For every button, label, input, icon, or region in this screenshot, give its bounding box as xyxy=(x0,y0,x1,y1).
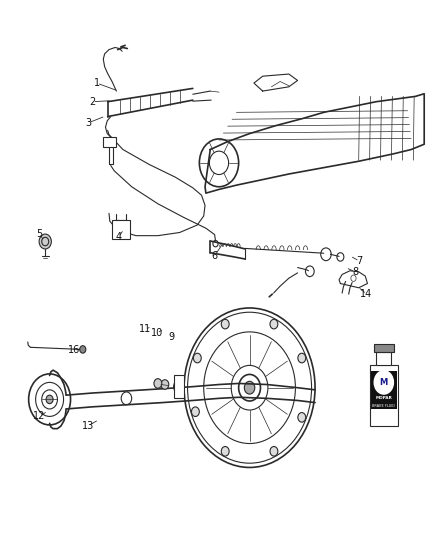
Text: 8: 8 xyxy=(352,267,358,277)
Text: BRAKE FLUID: BRAKE FLUID xyxy=(372,404,396,408)
Circle shape xyxy=(221,319,229,329)
Text: M: M xyxy=(380,378,388,387)
Text: 16: 16 xyxy=(68,345,80,356)
Bar xyxy=(173,375,184,398)
Text: 10: 10 xyxy=(151,328,163,338)
Bar xyxy=(103,137,116,148)
Circle shape xyxy=(298,413,306,422)
Bar xyxy=(112,220,131,239)
Text: 6: 6 xyxy=(212,251,218,261)
Text: 2: 2 xyxy=(89,96,95,107)
Circle shape xyxy=(298,353,306,363)
Circle shape xyxy=(244,381,255,394)
Circle shape xyxy=(39,234,51,249)
Circle shape xyxy=(194,353,201,363)
Bar xyxy=(376,352,392,365)
Circle shape xyxy=(154,378,162,388)
Bar xyxy=(371,370,397,409)
Text: 5: 5 xyxy=(36,229,42,239)
Circle shape xyxy=(270,447,278,456)
Circle shape xyxy=(374,370,393,394)
Circle shape xyxy=(46,395,53,403)
Bar xyxy=(374,344,394,352)
Text: 13: 13 xyxy=(82,421,94,431)
Text: 4: 4 xyxy=(116,232,122,243)
Text: 7: 7 xyxy=(357,256,363,266)
Circle shape xyxy=(80,346,86,353)
Text: MOPAR: MOPAR xyxy=(375,397,392,400)
Text: 3: 3 xyxy=(85,118,91,128)
Text: 1: 1 xyxy=(94,78,100,88)
Circle shape xyxy=(221,447,229,456)
Circle shape xyxy=(161,379,169,389)
Text: 15: 15 xyxy=(377,388,389,398)
Text: 14: 14 xyxy=(360,289,373,299)
Text: 11: 11 xyxy=(139,324,151,334)
Circle shape xyxy=(191,407,199,416)
Text: 12: 12 xyxy=(33,411,45,422)
Circle shape xyxy=(270,319,278,329)
Bar xyxy=(370,365,398,426)
Text: 9: 9 xyxy=(168,332,174,342)
